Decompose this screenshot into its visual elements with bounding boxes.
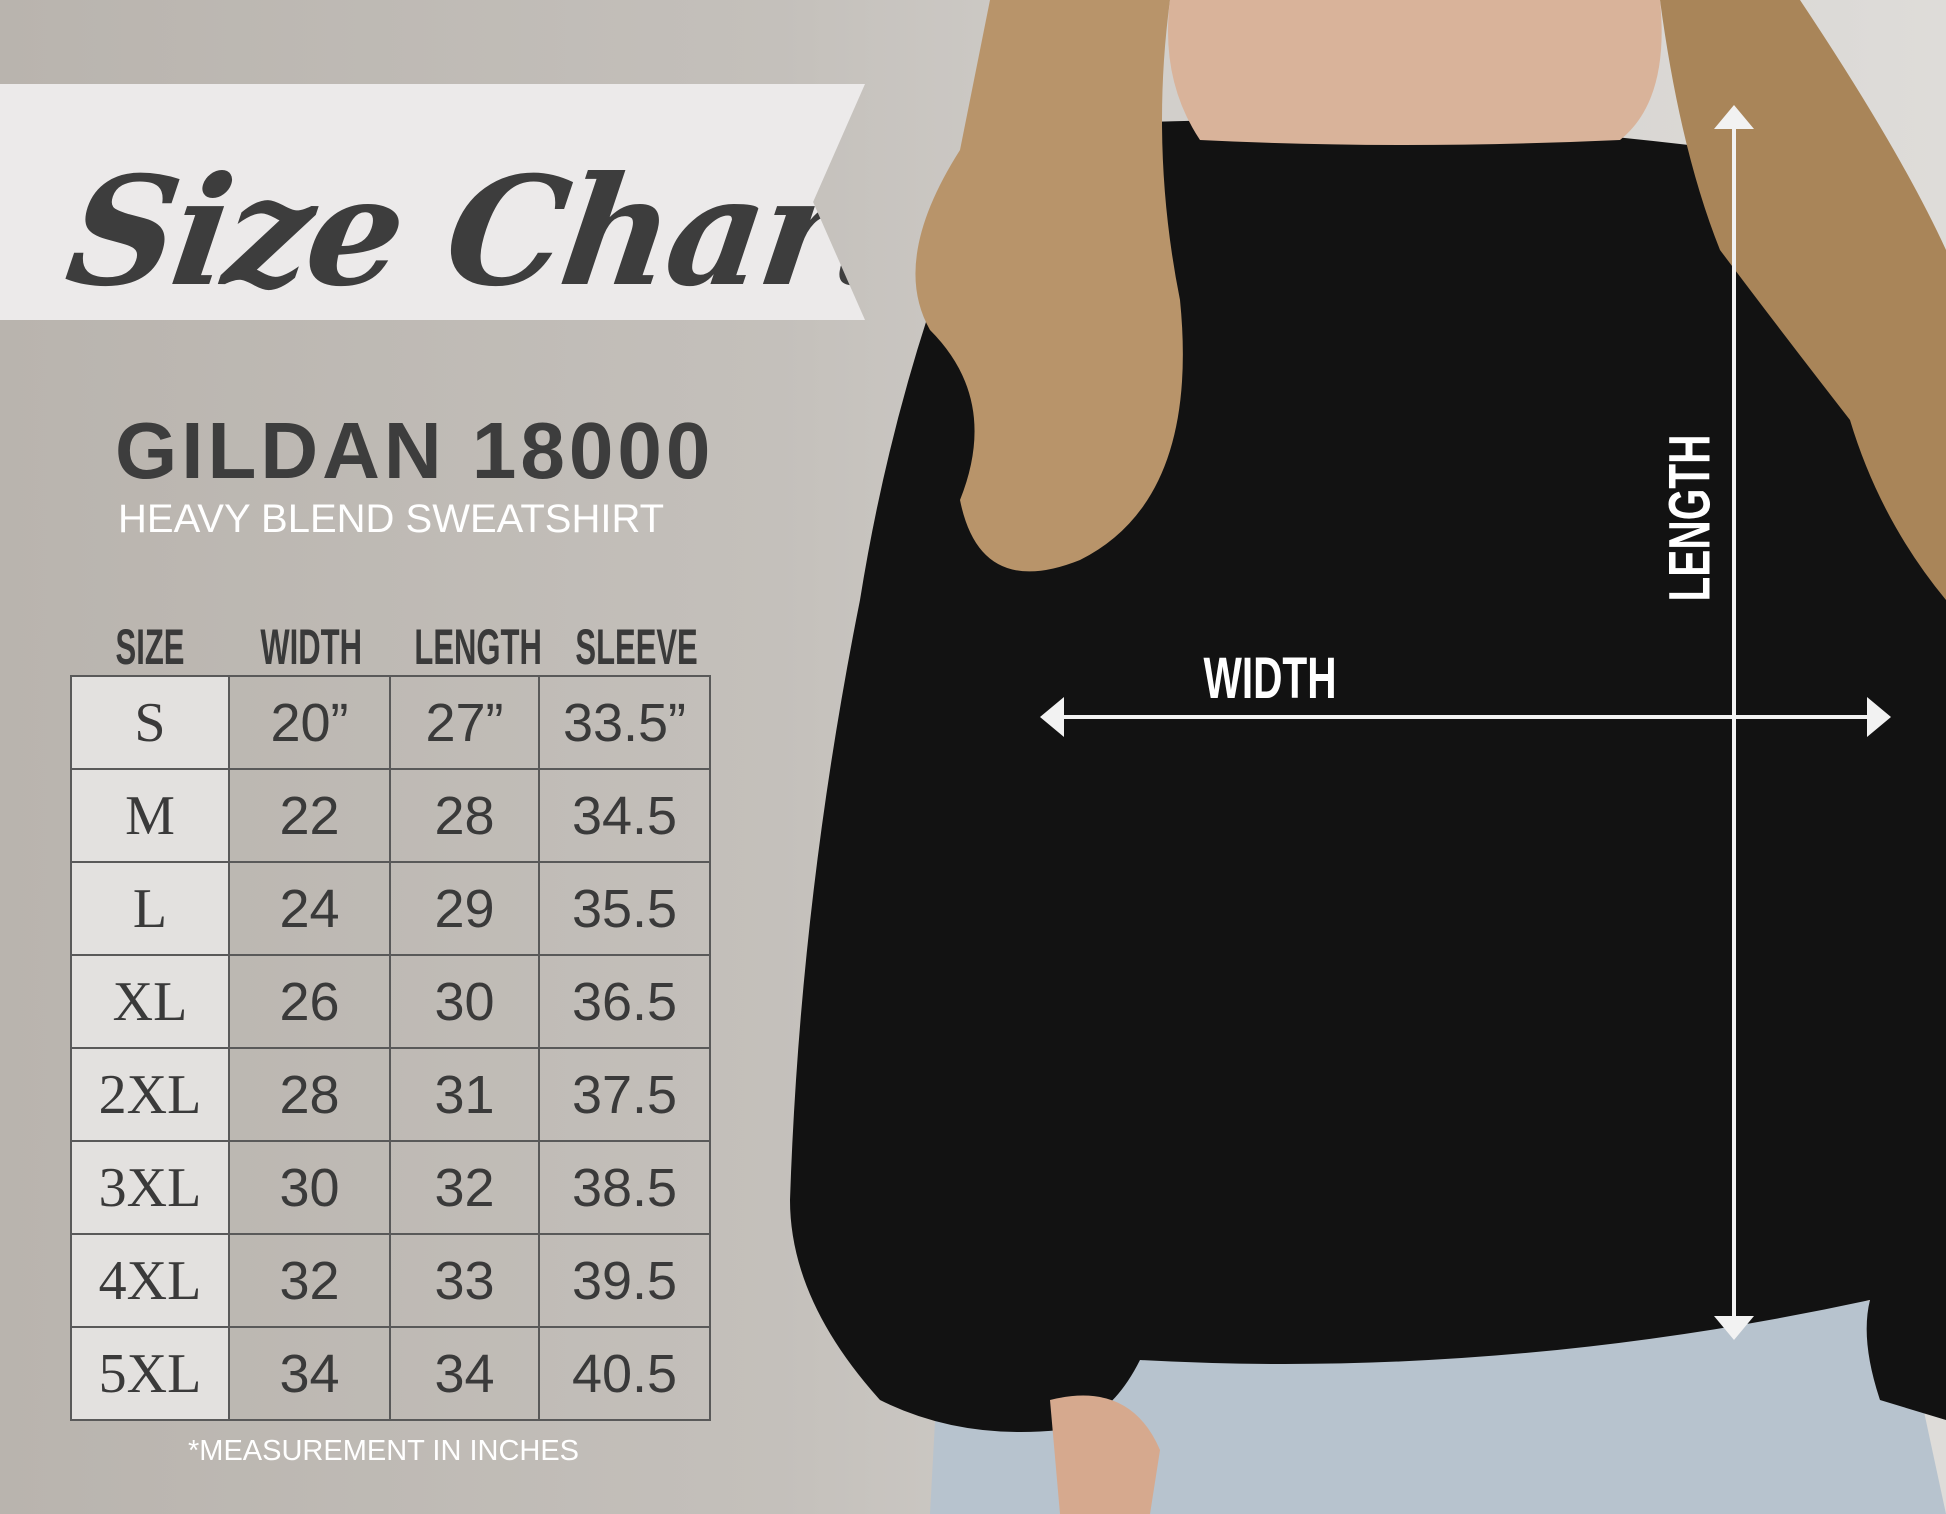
table-row: S 20” 27” 33.5” [70, 675, 711, 770]
header-width: WIDTH [260, 619, 362, 675]
cell-length: 27” [389, 675, 540, 770]
footnote: *MEASUREMENT IN INCHES [188, 1435, 580, 1467]
cell-width: 24 [228, 861, 391, 956]
cell-length: 32 [389, 1140, 540, 1235]
cell-length: 31 [389, 1047, 540, 1142]
table-row: XL 26 30 36.5 [70, 954, 711, 1049]
cell-size: 5XL [70, 1326, 230, 1421]
cell-size: 3XL [70, 1140, 230, 1235]
size-table: S 20” 27” 33.5” M 22 28 34.5 L 24 29 35.5 XL 26 30 36.5… [70, 675, 711, 1421]
hair-left [915, 0, 1183, 572]
table-row: L 24 29 35.5 [70, 861, 711, 956]
length-label: LENGTH [1657, 434, 1723, 602]
cell-sleeve: 37.5 [538, 1047, 711, 1142]
width-arrow [1040, 697, 1891, 737]
table-row: M 22 28 34.5 [70, 768, 711, 863]
title-banner: Size Chart [0, 84, 865, 320]
length-arrow [1714, 105, 1754, 1340]
cell-width: 20” [228, 675, 391, 770]
cell-sleeve: 39.5 [538, 1233, 711, 1328]
table-row: 2XL 28 31 37.5 [70, 1047, 711, 1142]
table-row: 4XL 32 33 39.5 [70, 1233, 711, 1328]
table-row: 3XL 30 32 38.5 [70, 1140, 711, 1235]
cell-width: 34 [228, 1326, 391, 1421]
skin-neck [1168, 0, 1662, 145]
cell-size: 4XL [70, 1233, 230, 1328]
table-row: 5XL 34 34 40.5 [70, 1326, 711, 1421]
product-subtitle: HEAVY BLEND SWEATSHIRT [118, 497, 665, 541]
width-label: WIDTH [1203, 646, 1337, 711]
cell-sleeve: 38.5 [538, 1140, 711, 1235]
cell-sleeve: 35.5 [538, 861, 711, 956]
cell-size: XL [70, 954, 230, 1049]
cell-size: S [70, 675, 230, 770]
product-model: GILDAN 18000 [115, 406, 715, 495]
cell-sleeve: 33.5” [538, 675, 711, 770]
cell-length: 30 [389, 954, 540, 1049]
cell-length: 28 [389, 768, 540, 863]
cell-size: 2XL [70, 1047, 230, 1142]
cell-size: M [70, 768, 230, 863]
cell-length: 29 [389, 861, 540, 956]
cell-width: 22 [228, 768, 391, 863]
hair-right [1660, 0, 1946, 600]
cell-width: 28 [228, 1047, 391, 1142]
cell-width: 30 [228, 1140, 391, 1235]
cell-sleeve: 36.5 [538, 954, 711, 1049]
header-size: SIZE [115, 619, 185, 675]
cell-length: 33 [389, 1233, 540, 1328]
cell-size: L [70, 861, 230, 956]
cell-width: 32 [228, 1233, 391, 1328]
cell-width: 26 [228, 954, 391, 1049]
cell-sleeve: 34.5 [538, 768, 711, 863]
cell-length: 34 [389, 1326, 540, 1421]
hand-left [1050, 1395, 1160, 1514]
cell-sleeve: 40.5 [538, 1326, 711, 1421]
